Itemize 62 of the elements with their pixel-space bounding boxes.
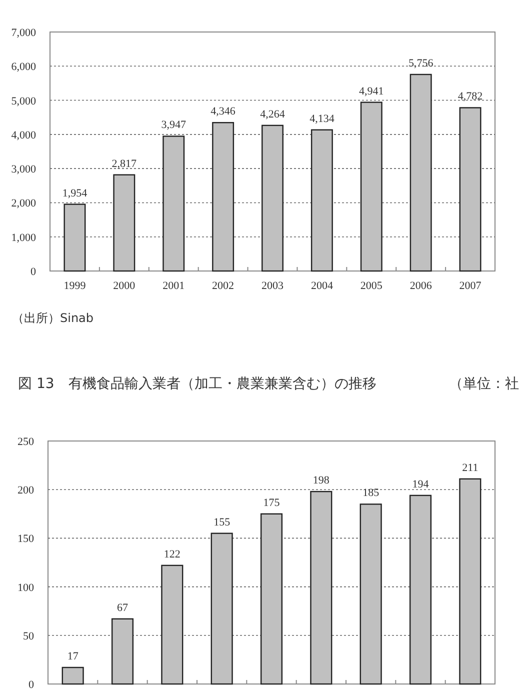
bar <box>360 504 382 685</box>
data-label: 5,756 <box>408 57 434 70</box>
y-tick-label: 7,000 <box>11 27 36 39</box>
bar <box>113 174 136 272</box>
data-label: 17 <box>67 650 79 662</box>
data-label: 155 <box>214 516 231 528</box>
bar <box>310 490 332 685</box>
y-tick-label: 1,000 <box>11 232 36 244</box>
data-label: 211 <box>462 462 478 474</box>
x-tick-label: 2006 <box>410 280 432 292</box>
y-tick-label: 3,000 <box>11 164 36 176</box>
bar <box>459 478 482 685</box>
x-tick-label: 2002 <box>212 280 234 292</box>
bar <box>162 136 185 272</box>
x-tick-label: 2001 <box>162 280 185 292</box>
y-tick-label: 0 <box>30 266 36 278</box>
y-tick-label: 100 <box>18 582 34 594</box>
x-tick-label: 2005 <box>360 280 383 292</box>
y-tick-label: 0 <box>28 679 34 691</box>
data-label: 198 <box>312 474 330 487</box>
bar <box>62 666 84 685</box>
y-tick-label: 250 <box>18 436 34 448</box>
y-tick-label: 50 <box>23 630 34 642</box>
data-label: 4,264 <box>260 108 286 120</box>
data-label: 4,346 <box>210 106 236 118</box>
data-label: 122 <box>164 548 180 560</box>
y-tick-label: 200 <box>18 484 34 497</box>
x-tick-label: 2004 <box>310 280 334 292</box>
bar <box>409 494 432 685</box>
data-label: 194 <box>412 478 430 490</box>
y-tick-label: 4,000 <box>11 129 36 142</box>
y-tick-label: 150 <box>18 533 34 546</box>
bar <box>64 204 86 272</box>
bar <box>111 618 134 685</box>
chart-subtitle: （単位：社 <box>449 376 519 392</box>
x-tick-label: 2000 <box>113 280 136 292</box>
chart-title: 図 13 有機食品輸入業者（加工・農業兼業含む）の推移 <box>18 376 376 392</box>
data-label: 1,954 <box>62 187 88 200</box>
bar <box>260 513 283 685</box>
y-tick-label: 5,000 <box>11 95 36 108</box>
data-label: 175 <box>263 496 280 509</box>
bar <box>210 532 233 685</box>
bar <box>360 102 382 272</box>
bar <box>212 122 234 272</box>
y-tick-label: 6,000 <box>11 61 36 74</box>
data-label: 2,817 <box>112 158 138 170</box>
data-label: 185 <box>362 487 380 500</box>
data-label: 4,941 <box>359 85 384 98</box>
data-label: 3,947 <box>161 119 186 132</box>
bar <box>459 107 482 272</box>
bar <box>161 564 184 685</box>
bar <box>310 129 333 272</box>
bar <box>262 124 284 272</box>
x-tick-label: 1999 <box>64 280 86 292</box>
data-label: 67 <box>117 602 128 614</box>
x-tick-label: 2003 <box>262 280 284 292</box>
text: （出所）Sinab <box>12 311 94 325</box>
x-tick-label: 2007 <box>459 280 482 292</box>
y-tick-label: 2,000 <box>11 198 36 210</box>
bar <box>410 74 432 272</box>
data-label: 4,782 <box>458 90 483 103</box>
data-label: 4,134 <box>310 112 335 125</box>
